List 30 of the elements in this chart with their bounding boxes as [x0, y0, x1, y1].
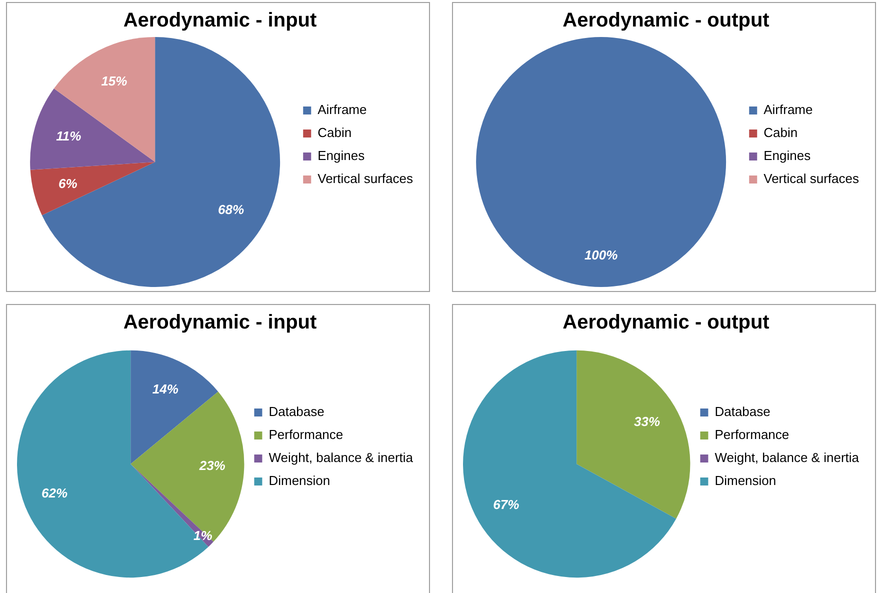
data-label: 11% — [56, 128, 82, 144]
legend-label: Performance — [268, 427, 344, 442]
data-label: 68% — [218, 202, 244, 217]
chart-title: Aerodynamic - output — [562, 312, 770, 334]
data-label: 33% — [634, 414, 660, 429]
legend-label: Weight, balance & inertia — [268, 450, 414, 466]
legend-label: Cabin — [764, 125, 798, 140]
legend-label: Airframe — [318, 102, 367, 118]
legend-label: Database — [268, 404, 324, 420]
legend-label: Vertical surfaces — [764, 171, 860, 186]
legend-label: Airframe — [764, 102, 813, 118]
legend-label: Performance — [714, 427, 790, 442]
data-label: 62% — [42, 486, 68, 501]
legend-label: Dimension — [268, 473, 330, 488]
data-label: 67% — [493, 497, 520, 512]
chart-title: Aerodynamic - input — [123, 312, 318, 334]
data-label: 14% — [152, 382, 179, 397]
legend-label: Engines — [318, 148, 366, 164]
chart-title: Aerodynamic - input — [123, 10, 318, 32]
legend-label: Weight, balance & inertia — [714, 450, 860, 466]
legend-label: Dimension — [714, 473, 776, 488]
data-label: 23% — [198, 458, 226, 474]
chart-title: Aerodynamic - output — [562, 10, 770, 32]
data-label: 100% — [584, 247, 618, 262]
legend-label: Cabin — [318, 125, 352, 140]
legend-label: Vertical surfaces — [318, 171, 414, 186]
data-label: 15% — [101, 73, 128, 88]
legend-label: Engines — [764, 148, 812, 164]
legend-label: Database — [714, 404, 770, 420]
data-label: 6% — [58, 176, 78, 191]
